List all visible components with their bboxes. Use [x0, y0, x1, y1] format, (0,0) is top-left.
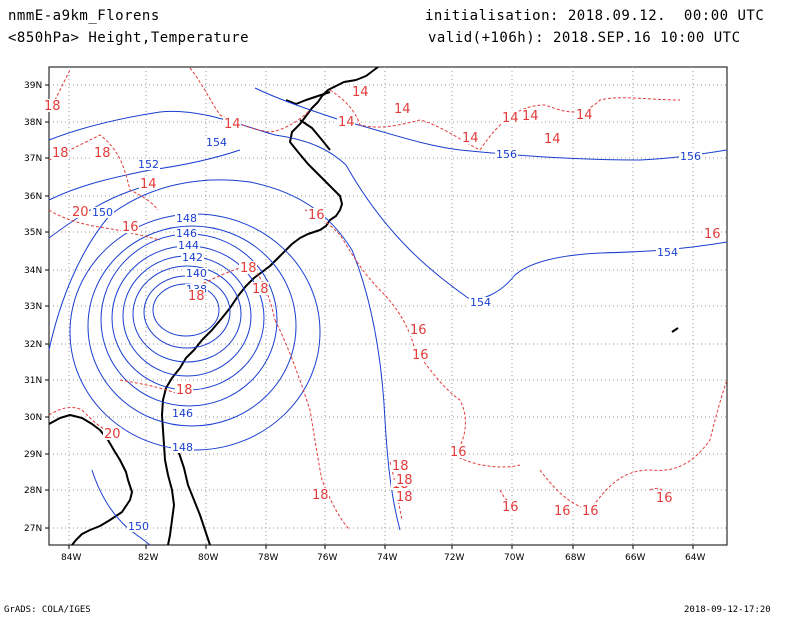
lat-tick-label: 28N: [24, 486, 42, 496]
height-contour-label: 156: [680, 150, 701, 163]
temperature-contour-label: 16: [412, 348, 429, 363]
height-contour-label: 150: [128, 520, 149, 533]
temperature-contour-label: 14: [462, 131, 479, 146]
lat-tick-label: 27N: [24, 524, 42, 534]
temperature-contour-label: 18: [188, 289, 205, 304]
height-contour-label: 146: [172, 407, 193, 420]
lon-tick-label: 72W: [444, 553, 464, 563]
temperature-contour-label: 16: [582, 504, 599, 519]
lon-tick-label: 68W: [565, 553, 585, 563]
temperature-contour-label: 14: [352, 85, 369, 100]
lat-tick-label: 31N: [24, 376, 42, 386]
temperature-contour-label: 14: [544, 132, 561, 147]
lon-tick-label: 66W: [625, 553, 645, 563]
temperature-contour-label: 18: [396, 473, 413, 488]
height-contour-label: 154: [657, 246, 678, 259]
temperature-contour-label: 16: [502, 500, 519, 515]
lon-tick-label: 74W: [377, 553, 397, 563]
height-contour-label: 150: [92, 206, 113, 219]
temperature-contour-label: 18: [44, 99, 61, 114]
lat-tick-label: 30N: [24, 413, 42, 423]
lat-tick-label: 34N: [24, 266, 42, 276]
lon-tick-label: 82W: [138, 553, 158, 563]
temperature-contour-label: 14: [394, 102, 411, 117]
lon-tick-label: 64W: [685, 553, 705, 563]
temperature-contour-label: 18: [176, 383, 193, 398]
longitude-tick-labels: 84W 82W 80W 78W 76W 74W 72W 70W 68W 66W 64W: [61, 545, 705, 563]
lat-tick-label: 36N: [24, 192, 42, 202]
level-variables: <850hPa> Height,Temperature: [8, 30, 250, 46]
height-contour-label: 144: [178, 239, 199, 252]
height-contour-label: 148: [176, 212, 197, 225]
height-labels: 1541521501481461441421401381461481501541…: [91, 136, 702, 533]
temperature-contour-label: 16: [554, 504, 571, 519]
lon-tick-label: 80W: [198, 553, 218, 563]
lat-tick-label: 29N: [24, 450, 42, 460]
temperature-contour-label: 18: [52, 146, 69, 161]
temperature-contour-label: 18: [94, 146, 111, 161]
lon-tick-label: 76W: [317, 553, 337, 563]
height-contour-label: 156: [496, 148, 517, 161]
temperature-contour-label: 16: [308, 208, 325, 223]
temperature-contour-label: 20: [104, 427, 121, 442]
temperature-contour-label: 18: [240, 261, 257, 276]
temperature-contour-label: 18: [312, 488, 329, 503]
lat-tick-label: 37N: [24, 154, 42, 164]
temperature-contour-label: 14: [224, 117, 241, 132]
grads-credit: GrADS: COLA/IGES: [4, 605, 91, 615]
temperature-contour-label: 16: [410, 323, 427, 338]
height-contour-label: 148: [172, 441, 193, 454]
lat-tick-label: 33N: [24, 302, 42, 312]
height-contour-label: 154: [470, 296, 491, 309]
height-contour-label: 142: [182, 251, 203, 264]
temperature-contour-label: 14: [502, 111, 519, 126]
latitude-tick-labels: 39N 38N 37N 36N 35N 34N 33N 32N 31N 30N 29N 28N 27N: [24, 81, 49, 534]
temperature-contour-label: 20: [72, 205, 89, 220]
lon-tick-label: 78W: [258, 553, 278, 563]
temperature-contour-label: 14: [522, 109, 539, 124]
height-contour-label: 140: [186, 267, 207, 280]
valid-time: valid(+106h): 2018.SEP.16 10:00 UTC: [428, 30, 741, 46]
lon-tick-label: 84W: [61, 553, 81, 563]
lat-tick-label: 35N: [24, 228, 42, 238]
temperature-contour-label: 16: [122, 220, 139, 235]
model-title: nmmE-a9km_Florens: [8, 8, 160, 24]
lat-tick-label: 32N: [24, 340, 42, 350]
temperature-contour-label: 16: [656, 491, 673, 506]
lon-tick-label: 70W: [504, 553, 524, 563]
temperature-contour-label: 14: [140, 177, 157, 192]
height-contour-label: 152: [138, 158, 159, 171]
height-contour-label: 154: [206, 136, 227, 149]
temperature-contour-label: 16: [704, 227, 721, 242]
lat-tick-label: 38N: [24, 118, 42, 128]
render-timestamp: 2018-09-12-17:20: [684, 605, 771, 615]
temperature-contour-label: 18: [252, 282, 269, 297]
coastline: [48, 66, 679, 546]
height-contour-label: 146: [176, 227, 197, 240]
lat-tick-label: 39N: [24, 81, 42, 91]
init-time: initialisation: 2018.09.12. 00:00 UTC: [425, 8, 765, 24]
temperature-contour-label: 18: [392, 459, 409, 474]
temperature-contour-label: 16: [450, 445, 467, 460]
temperature-contour-label: 14: [576, 108, 593, 123]
temperature-contour-label: 18: [396, 490, 413, 505]
temperature-contour-label: 14: [338, 115, 355, 130]
